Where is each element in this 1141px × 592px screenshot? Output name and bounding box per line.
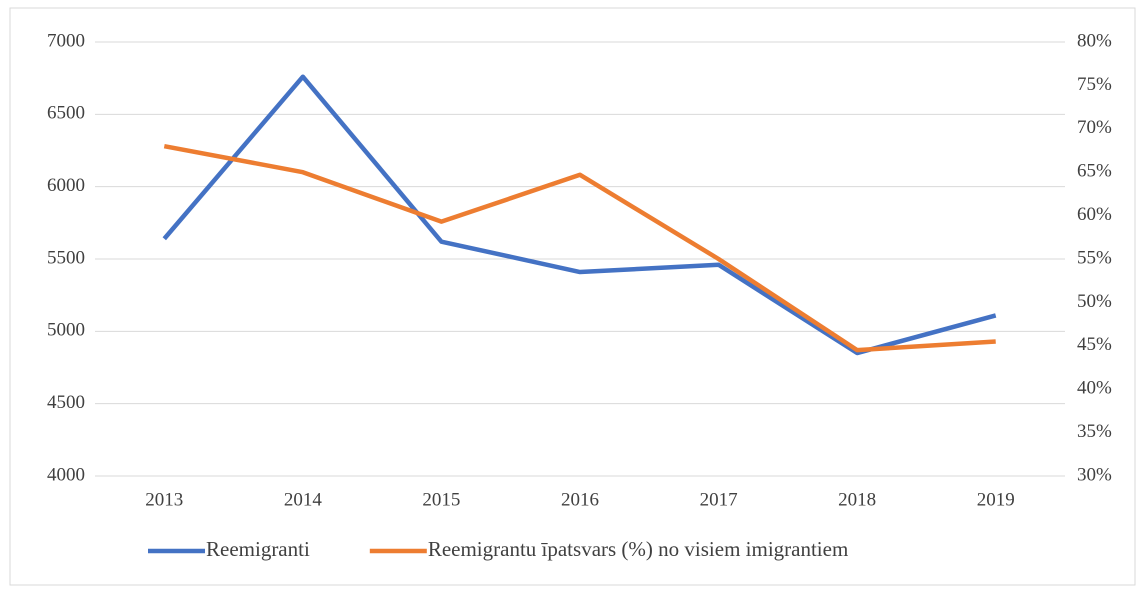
legend-label: Reemigranti: [206, 537, 310, 561]
y2-tick-label: 60%: [1077, 204, 1112, 225]
series-line: [162, 74, 997, 356]
x-tick-label: 2017: [700, 489, 738, 510]
y2-tick-label: 50%: [1077, 291, 1112, 312]
chart-border: [9, 7, 1136, 586]
y2-tick-label: 75%: [1077, 74, 1112, 95]
y-tick-label: 5000: [47, 320, 85, 341]
legend-label: Reemigrantu īpatsvars (%) no visiem imig…: [428, 537, 848, 561]
y2-tick-label: 80%: [1077, 30, 1112, 51]
y-tick-label: 4500: [47, 392, 85, 413]
x-tick-label: 2015: [422, 489, 460, 510]
y-tick-label: 7000: [47, 30, 85, 51]
x-tick-label: 2019: [977, 489, 1015, 510]
y2-tick-label: 55%: [1077, 247, 1112, 268]
y-tick-label: 4000: [47, 464, 85, 485]
x-tick-label: 2016: [561, 489, 599, 510]
y-tick-label: 6000: [47, 175, 85, 196]
y2-tick-label: 30%: [1077, 464, 1112, 485]
y2-tick-label: 40%: [1077, 378, 1112, 399]
x-tick-label: 2018: [838, 489, 876, 510]
x-tick-label: 2014: [284, 489, 323, 510]
y2-tick-label: 45%: [1077, 334, 1112, 355]
y2-tick-label: 65%: [1077, 161, 1112, 182]
y-tick-label: 5500: [47, 247, 85, 268]
y-tick-label: 6500: [47, 103, 85, 124]
y2-tick-label: 70%: [1077, 117, 1112, 138]
series-line: [163, 143, 996, 353]
x-tick-label: 2013: [145, 489, 183, 510]
y2-tick-label: 35%: [1077, 421, 1112, 442]
